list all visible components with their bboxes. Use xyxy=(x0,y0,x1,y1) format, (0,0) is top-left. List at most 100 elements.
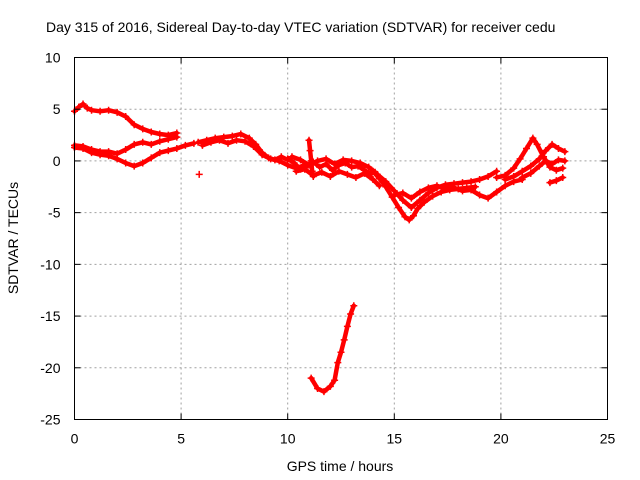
data-point xyxy=(139,159,147,167)
data-point xyxy=(305,136,313,144)
data-point xyxy=(277,153,285,161)
data-point xyxy=(284,161,292,169)
axis-ticks xyxy=(74,57,608,420)
data-point xyxy=(535,162,543,170)
y-tick-label: 0 xyxy=(53,153,61,169)
data-point xyxy=(416,196,424,204)
data-point xyxy=(164,135,172,143)
series-trace xyxy=(195,131,290,163)
data-point xyxy=(559,173,567,181)
data-point xyxy=(527,162,535,170)
series-12 xyxy=(493,134,567,181)
data-point xyxy=(194,138,202,146)
data-point xyxy=(224,139,232,147)
data-point xyxy=(322,155,330,163)
data-point xyxy=(476,191,484,199)
y-tick-label: 10 xyxy=(45,50,61,66)
data-point xyxy=(130,121,138,129)
data-point xyxy=(561,157,569,165)
x-tick-label: 15 xyxy=(387,431,403,447)
data-point xyxy=(290,159,298,167)
series-trace xyxy=(392,177,525,201)
data-point xyxy=(339,156,347,164)
x-tick-label: 5 xyxy=(177,431,185,447)
series-15 xyxy=(546,173,567,187)
data-point xyxy=(331,376,339,384)
data-point xyxy=(433,182,441,190)
data-point xyxy=(335,167,343,175)
data-point xyxy=(522,145,530,153)
data-point xyxy=(83,104,91,112)
data-point xyxy=(164,147,172,155)
data-point xyxy=(296,156,304,164)
data-point xyxy=(510,172,518,180)
data-point xyxy=(181,141,189,149)
series-8 xyxy=(305,136,317,180)
data-point xyxy=(554,145,562,153)
data-point xyxy=(424,184,432,192)
data-point xyxy=(139,125,147,133)
data-point xyxy=(501,182,509,190)
data-point xyxy=(88,106,96,114)
data-point xyxy=(275,157,283,165)
data-point xyxy=(399,196,407,204)
series-trace xyxy=(308,303,357,394)
data-point xyxy=(484,172,492,180)
data-point xyxy=(215,136,223,144)
data-point xyxy=(326,172,334,180)
y-tick-label: -25 xyxy=(40,412,60,428)
data-point xyxy=(314,384,322,392)
data-point xyxy=(360,169,368,177)
data-point xyxy=(245,134,253,142)
data-point xyxy=(320,388,328,396)
data-point xyxy=(459,179,467,187)
data-point xyxy=(348,163,356,171)
series-13 xyxy=(501,140,569,184)
data-point xyxy=(561,148,569,156)
data-point xyxy=(337,348,345,356)
data-point xyxy=(493,167,501,175)
data-point xyxy=(96,107,104,115)
data-point xyxy=(130,140,138,148)
data-point xyxy=(347,310,355,318)
chart-title: Day 315 of 2016, Sidereal Day-to-day VTE… xyxy=(46,19,555,35)
data-point xyxy=(173,133,181,141)
data-point xyxy=(382,178,390,186)
data-point xyxy=(113,150,121,158)
data-point xyxy=(352,173,360,181)
y-tick-label: -15 xyxy=(40,308,60,324)
data-point xyxy=(233,136,241,144)
y-axis-label: SDTVAR / TECUs xyxy=(5,182,21,294)
data-point xyxy=(407,194,415,202)
data-point xyxy=(533,140,541,148)
data-point xyxy=(267,155,275,163)
data-point xyxy=(407,203,415,211)
data-point xyxy=(369,167,377,175)
data-point xyxy=(395,203,403,211)
data-point xyxy=(546,179,554,187)
series-14 xyxy=(518,156,569,181)
data-point xyxy=(405,216,413,224)
data-point xyxy=(130,162,138,170)
data-point xyxy=(409,212,417,220)
tick-labels: 0 5 10 15 20 25 -25 -20 -15 -10 -5 0 5 10 xyxy=(40,50,615,447)
data-point xyxy=(314,157,322,165)
data-point xyxy=(113,108,121,116)
data-point xyxy=(147,140,155,148)
data-point xyxy=(96,148,104,156)
data-point xyxy=(471,183,479,191)
data-point xyxy=(284,155,292,163)
data-point xyxy=(316,163,324,171)
data-point xyxy=(173,145,181,153)
data-point xyxy=(288,153,296,161)
data-point xyxy=(308,167,316,175)
series-16 xyxy=(307,302,358,396)
data-point xyxy=(105,106,113,114)
data-point xyxy=(548,160,556,168)
data-point xyxy=(79,100,87,108)
data-point xyxy=(559,164,567,172)
data-point xyxy=(401,213,409,221)
x-tick-label: 20 xyxy=(493,431,509,447)
data-point xyxy=(147,154,155,162)
